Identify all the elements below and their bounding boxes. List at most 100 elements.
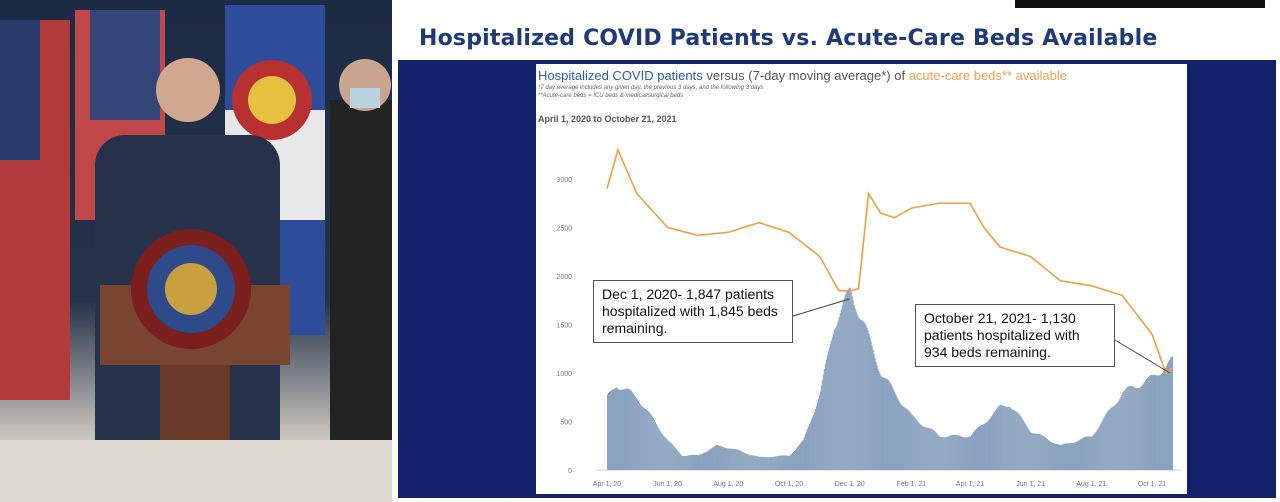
patient-bar <box>943 437 945 470</box>
patient-bar <box>904 407 906 470</box>
patient-bar <box>739 450 741 470</box>
patient-bar <box>1144 381 1146 470</box>
patient-bar <box>1115 404 1117 470</box>
patient-bar <box>698 454 700 470</box>
patient-bar <box>807 426 809 470</box>
patient-bar <box>1035 433 1037 470</box>
title-mid: versus (7-day moving average*) of <box>702 68 909 83</box>
patient-bar <box>659 431 661 470</box>
patient-bar <box>859 319 861 470</box>
patient-bar <box>942 437 944 470</box>
x-tick-label: Feb 1, 21 <box>897 481 927 488</box>
patient-bar <box>905 408 907 470</box>
patient-bar <box>1095 432 1097 470</box>
patient-bar <box>1156 375 1159 470</box>
patient-bar <box>803 436 806 470</box>
patient-bar <box>1003 406 1005 470</box>
patient-bar <box>694 454 696 470</box>
patient-bar <box>1105 414 1107 470</box>
patient-bar <box>785 455 787 470</box>
patient-bar <box>857 316 859 470</box>
patient-bar <box>838 317 840 470</box>
patient-bar <box>1125 388 1127 470</box>
patient-bar <box>740 450 742 470</box>
patient-bar <box>1098 427 1100 470</box>
patient-bar <box>836 323 838 470</box>
patient-bar <box>1104 415 1106 470</box>
patient-bar <box>1014 410 1016 470</box>
patient-bar <box>1140 386 1142 470</box>
patient-bar <box>753 455 755 470</box>
patient-bar <box>848 288 850 470</box>
patient-bar <box>733 448 735 470</box>
patient-bar <box>1131 386 1133 470</box>
patient-bar <box>1166 363 1169 470</box>
patient-bar <box>1134 387 1136 470</box>
patient-bar <box>923 426 925 470</box>
patient-bar <box>1147 377 1149 470</box>
patient-bar <box>1121 394 1123 470</box>
patient-bar <box>642 407 644 470</box>
patient-bar <box>631 392 633 470</box>
patient-bar <box>862 321 864 470</box>
patient-bar <box>1143 383 1145 470</box>
patient-bar <box>795 448 798 470</box>
patient-bar <box>903 406 905 470</box>
patient-bar <box>984 423 987 470</box>
patient-bar <box>991 415 993 470</box>
patient-bar <box>1135 387 1137 470</box>
patient-bar <box>912 415 914 470</box>
patient-bar <box>741 451 743 470</box>
patient-bar <box>882 377 884 470</box>
patient-bar <box>988 419 990 470</box>
patient-bar <box>722 447 724 470</box>
press-conference-video <box>0 0 392 502</box>
patient-bar <box>814 408 816 470</box>
patient-bar <box>949 435 951 470</box>
x-tick-label: Apr 1, 21 <box>956 481 985 488</box>
patient-bar <box>620 389 623 470</box>
patient-bar <box>749 454 751 470</box>
patient-bar <box>972 432 975 470</box>
patient-bar <box>1088 436 1090 470</box>
patient-bar <box>707 450 709 470</box>
patient-bar <box>654 421 656 470</box>
patient-bar <box>712 447 714 470</box>
patient-bar <box>797 445 800 470</box>
patient-bar <box>865 325 867 470</box>
patient-bar <box>1093 434 1095 470</box>
patient-bar <box>833 329 835 470</box>
patient-bar <box>798 444 801 470</box>
patient-bar <box>922 426 924 470</box>
patient-bar <box>982 424 985 470</box>
patient-bar <box>610 390 613 470</box>
patient-bar <box>1013 410 1015 470</box>
patient-bar <box>755 455 757 470</box>
patient-bar <box>959 435 961 470</box>
patient-bar <box>946 437 948 470</box>
patient-bar <box>647 411 649 470</box>
patient-bar <box>779 455 781 470</box>
patient-bar <box>1047 439 1049 470</box>
patient-bar <box>744 452 746 470</box>
patient-bar <box>1049 441 1051 470</box>
patient-bar <box>720 446 722 470</box>
patient-bar <box>644 408 646 470</box>
patient-bar <box>978 426 981 470</box>
patient-bar <box>1148 376 1150 470</box>
patient-bar <box>629 390 631 470</box>
patient-bar <box>711 448 713 470</box>
annotation-oct-2021: October 21, 2021- 1,130 patients hospita… <box>915 304 1115 367</box>
patient-bar <box>767 457 769 470</box>
patient-bar <box>1096 430 1098 470</box>
patient-bar <box>1170 356 1172 470</box>
patient-bar <box>886 379 888 470</box>
patient-bar <box>936 433 938 470</box>
patient-bar <box>941 437 943 470</box>
patient-bar <box>1063 443 1065 470</box>
patient-bar <box>645 409 647 470</box>
patient-bar <box>951 435 953 470</box>
patient-bar <box>691 455 693 470</box>
patient-bar <box>1074 442 1076 470</box>
patient-bar <box>832 333 834 470</box>
